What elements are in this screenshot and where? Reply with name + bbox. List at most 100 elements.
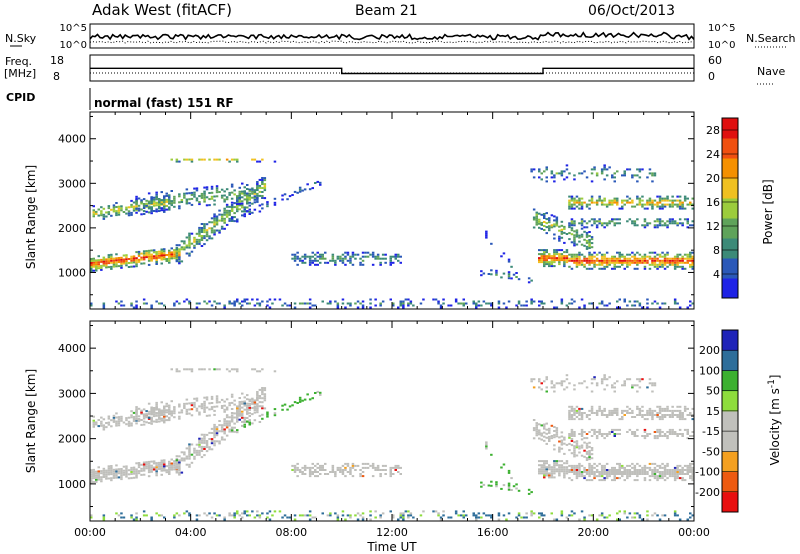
velocity-cell <box>505 518 508 521</box>
velocity-cell <box>351 475 355 478</box>
power-cell <box>258 304 262 307</box>
power-cell <box>150 212 153 215</box>
velocity-cell <box>314 464 317 467</box>
velocity-cell <box>543 514 546 517</box>
power-cell <box>585 257 589 260</box>
velocity-cell <box>575 469 579 471</box>
power-cell <box>145 254 148 257</box>
power-cell <box>175 246 179 249</box>
velocity-cell <box>475 518 478 521</box>
power-cell <box>334 259 337 262</box>
velocity-cell <box>502 484 506 487</box>
power-cell <box>608 259 611 262</box>
power-cell <box>545 226 548 229</box>
power-ylabel: Slant Range [km] <box>24 165 38 269</box>
power-cell <box>210 195 214 198</box>
velocity-cell <box>130 466 133 469</box>
power-cell <box>261 300 264 303</box>
velocity-cell <box>233 399 236 402</box>
power-cell <box>366 255 370 258</box>
power-cell <box>301 302 304 305</box>
velocity-cell <box>543 472 546 475</box>
power-cell <box>663 255 667 258</box>
velocity-cell <box>568 477 571 480</box>
power-cell <box>611 199 614 202</box>
power-cell <box>459 302 463 305</box>
velocity-cell <box>92 415 95 418</box>
power-cell <box>236 158 239 161</box>
power-cell <box>686 255 689 258</box>
power-cell <box>253 191 257 194</box>
velocity-cell <box>236 370 239 373</box>
velocity-cell <box>490 484 493 487</box>
velocity-cell <box>137 420 141 422</box>
velocity-cell <box>102 476 106 478</box>
velocity-cell <box>545 466 548 469</box>
power-cell <box>158 210 161 212</box>
velocity-cell <box>195 409 199 412</box>
power-cell <box>145 302 148 305</box>
power-cell <box>593 218 596 221</box>
velocity-cell <box>583 449 586 452</box>
power-cell <box>590 267 594 270</box>
velocity-cell <box>558 470 561 473</box>
velocity-cell <box>361 518 365 521</box>
power-cell <box>580 259 584 262</box>
velocity-cell <box>321 466 324 469</box>
velocity-cell <box>623 380 626 383</box>
power-cell <box>251 196 254 199</box>
velocity-cell <box>500 487 503 490</box>
power-cell <box>324 251 327 254</box>
velocity-cell <box>651 384 654 387</box>
power-cell <box>651 174 654 177</box>
velocity-cell <box>127 420 131 423</box>
velocity-cell <box>223 516 226 519</box>
velocity-cell <box>324 462 327 465</box>
velocity-cell <box>553 444 556 447</box>
velocity-cell <box>580 428 584 431</box>
velocity-cell <box>238 403 241 406</box>
velocity-cell <box>203 441 206 444</box>
power-cell <box>203 243 206 246</box>
power-cell <box>183 194 186 197</box>
power-cell <box>125 256 128 259</box>
power-cell <box>686 257 689 260</box>
velocity-cell <box>102 424 106 427</box>
velocity-cell <box>668 433 672 435</box>
velocity-cell <box>603 516 606 519</box>
velocity-cell <box>563 474 566 477</box>
velocity-cell <box>580 382 584 385</box>
power-cell <box>550 259 554 262</box>
velocity-cell <box>472 512 475 515</box>
velocity-cell <box>173 466 176 469</box>
power-cell <box>238 186 241 189</box>
velocity-cell <box>578 412 581 414</box>
velocity-cell <box>158 468 161 470</box>
velocity-cell <box>683 418 687 421</box>
power-cell <box>127 258 131 260</box>
velocity-cell <box>115 464 118 467</box>
velocity-cell <box>605 384 609 387</box>
velocity-cell <box>160 514 163 517</box>
velocity-colorbar-tick-label: -100 <box>695 466 720 479</box>
power-cell <box>198 232 201 235</box>
power-cell <box>683 261 687 264</box>
velocity-cell <box>588 469 591 471</box>
power-cell <box>631 220 634 223</box>
power-cell <box>540 213 543 216</box>
velocity-cell <box>140 473 143 476</box>
velocity-cell <box>608 473 611 475</box>
power-cell <box>394 255 397 258</box>
velocity-cell <box>170 466 173 469</box>
power-cell <box>570 218 574 221</box>
velocity-cell <box>553 476 556 479</box>
velocity-cell <box>233 426 236 429</box>
power-cell <box>107 207 111 210</box>
power-cell <box>142 250 146 253</box>
velocity-cell <box>568 435 571 437</box>
velocity-cell <box>490 480 493 483</box>
velocity-cell <box>560 460 564 463</box>
power-cell <box>183 158 186 161</box>
velocity-cell <box>621 473 624 475</box>
power-cell <box>563 170 566 173</box>
